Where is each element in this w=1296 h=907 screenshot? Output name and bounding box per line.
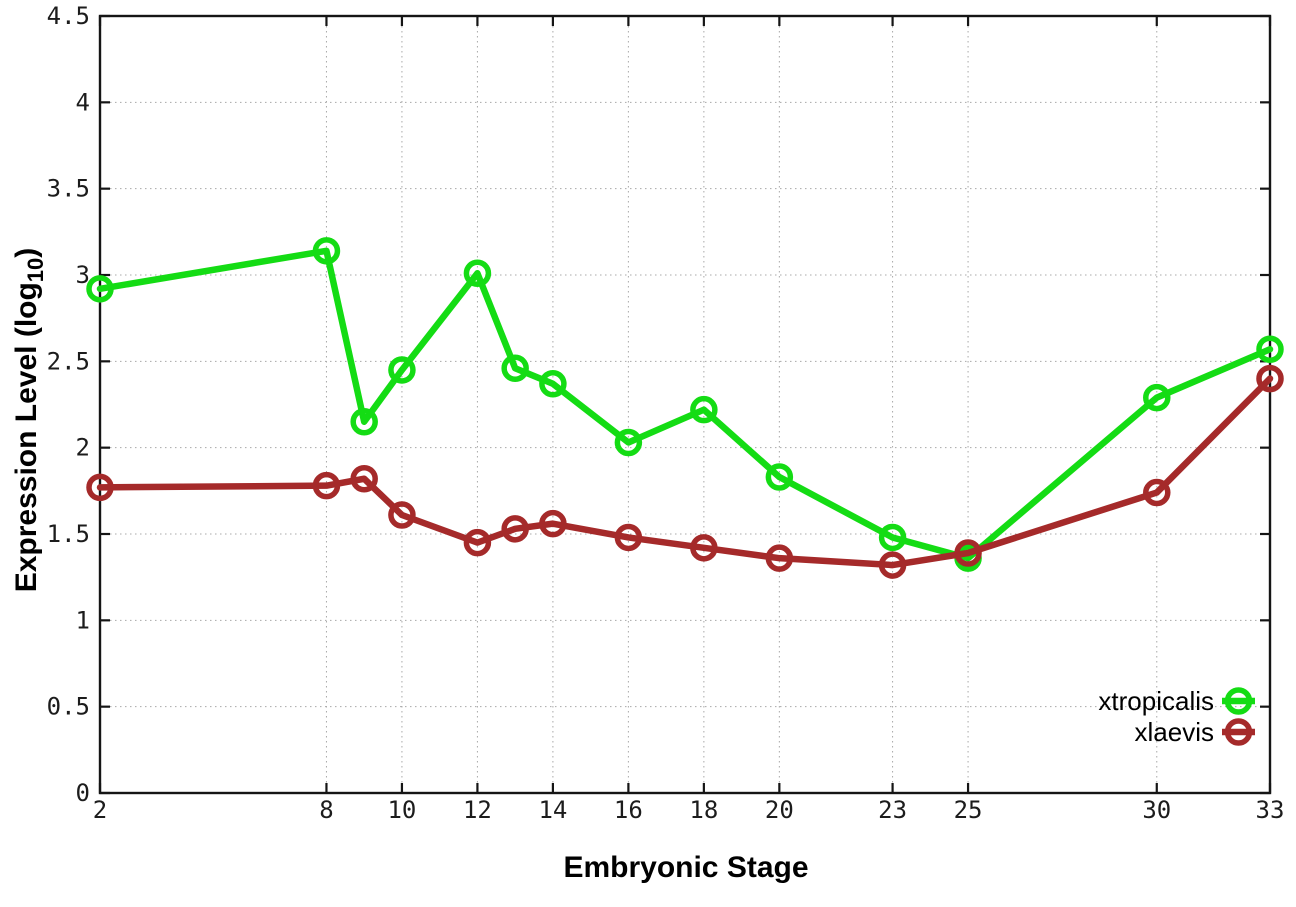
y-tick-label-0.5: 0.5 (47, 693, 90, 721)
y-tick-label-2: 2 (76, 434, 90, 462)
data-point-xtropicalis-stage-14 (539, 370, 567, 398)
y-tick-label-4.5: 4.5 (47, 2, 90, 30)
y-axis-title-subscript: 10 (23, 258, 48, 282)
legend-label-xlaevis: xlaevis (1135, 717, 1214, 747)
data-point-xlaevis-stage-10 (388, 501, 416, 529)
x-tick-label-30: 30 (1142, 796, 1171, 824)
data-point-xlaevis-stage-33 (1256, 364, 1284, 393)
data-point-xtropicalis-stage-9 (350, 408, 378, 436)
x-tick-label-16: 16 (614, 796, 643, 824)
y-tick-label-4: 4 (76, 88, 90, 116)
data-point-xtropicalis-stage-23 (878, 523, 907, 552)
grid-layer (100, 16, 1270, 793)
tick-label-layer: 2 8 10 12 14 16 18 20 23 25 30 33 0 0.5 1 1.5 2 2.5 3 3.5 4 4… (47, 2, 1285, 824)
y-tick-label-1: 1 (76, 606, 90, 634)
y-axis-title-close: ) (10, 248, 43, 258)
y-tick-label-2.5: 2.5 (47, 347, 90, 375)
x-tick-label-2: 2 (93, 796, 107, 824)
data-point-xlaevis-stage-8 (312, 471, 341, 500)
data-point-xtropicalis-stage-33 (1256, 335, 1284, 363)
data-point-xtropicalis-stage-10 (388, 356, 416, 384)
data-point-xlaevis-stage-25 (954, 539, 982, 567)
data-point-xlaevis-stage-13 (501, 515, 529, 543)
data-point-xtropicalis-stage-18 (690, 395, 718, 424)
legend-marker-xlaevis (1224, 718, 1253, 746)
x-tick-label-25: 25 (954, 796, 983, 824)
data-point-xtropicalis-stage-13 (501, 354, 529, 382)
data-point-xlaevis-stage-12 (463, 528, 492, 557)
y-tick-label-0: 0 (76, 779, 90, 807)
x-tick-label-33: 33 (1256, 796, 1285, 824)
data-point-xtropicalis-stage-2 (86, 275, 114, 303)
data-point-xlaevis-stage-2 (86, 473, 114, 502)
x-tick-label-14: 14 (538, 796, 567, 824)
series-layer (86, 237, 1284, 579)
y-tick-label-1.5: 1.5 (47, 520, 90, 548)
data-point-xlaevis-stage-14 (539, 509, 567, 538)
y-axis-title: Expression Level (log10) (10, 248, 48, 593)
data-point-xlaevis-stage-16 (614, 523, 643, 552)
y-tick-label-3: 3 (76, 261, 90, 289)
data-point-xtropicalis-stage-8 (312, 237, 341, 265)
data-point-xtropicalis-stage-30 (1143, 383, 1171, 412)
legend-item-xtropicalis: xtropicalis (1098, 686, 1255, 716)
data-point-xtropicalis-stage-20 (765, 463, 794, 491)
data-point-xlaevis-stage-30 (1143, 478, 1171, 507)
data-point-xlaevis-stage-20 (765, 544, 794, 572)
y-tick-label-3.5: 3.5 (47, 175, 90, 203)
legend-label-xtropicalis: xtropicalis (1098, 686, 1214, 716)
x-tick-label-23: 23 (878, 796, 907, 824)
data-point-xtropicalis-stage-16 (614, 428, 643, 457)
x-axis-title: Embryonic Stage (563, 851, 808, 884)
y-axis-title-main: Expression Level (log (10, 282, 43, 592)
x-tick-label-18: 18 (689, 796, 718, 824)
legend: xtropicalis xlaevis (1098, 686, 1255, 747)
legend-marker-xtropicalis (1224, 687, 1253, 715)
data-point-xlaevis-stage-9 (350, 464, 378, 493)
data-point-xlaevis-stage-23 (878, 551, 907, 579)
data-point-xlaevis-stage-18 (690, 534, 718, 562)
axis-layer (98, 14, 1272, 795)
data-point-xtropicalis-stage-12 (463, 259, 492, 288)
x-tick-label-8: 8 (319, 796, 333, 824)
x-tick-label-20: 20 (765, 796, 794, 824)
plot-border (98, 14, 1272, 795)
x-tick-label-10: 10 (387, 796, 416, 824)
series-line-xlaevis (96, 375, 1274, 569)
x-tick-label-12: 12 (463, 796, 492, 824)
legend-item-xlaevis: xlaevis (1135, 717, 1255, 747)
